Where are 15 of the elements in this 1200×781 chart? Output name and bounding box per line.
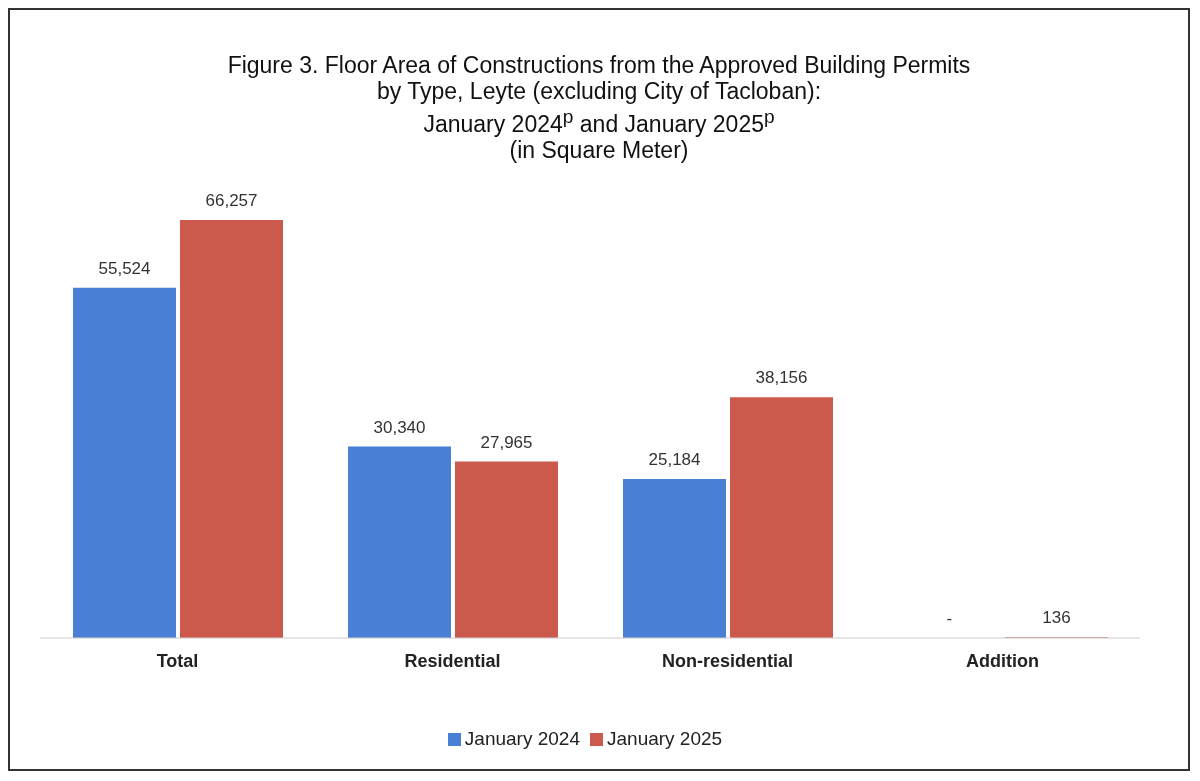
x-tick-label: Addition <box>966 650 1039 671</box>
data-label: 66,257 <box>205 191 258 210</box>
x-tick-label: Residential <box>404 650 501 671</box>
chart-title: Figure 3. Floor Area of Constructions from the Approved Building Permits by Type, Leyte (excluding City of Tacloban): January 2024$^{p}$ and January 2025$^{p}$ (in Square Meter) <box>227 52 971 163</box>
data-label: 55,524 <box>98 258 151 278</box>
legend-label: January 2025 <box>607 728 723 749</box>
data-label: 38,156 <box>755 368 808 388</box>
data-label: 30,340 <box>373 417 426 437</box>
data-label: 27,965 <box>480 432 533 452</box>
data-label: 25,184 <box>648 450 701 470</box>
annotation: - <box>946 609 953 628</box>
x-tick-label: Non-residential <box>661 650 794 671</box>
x-tick-label: Total <box>156 650 199 671</box>
legend-label: January 2024 <box>464 728 580 749</box>
data-label: 136 <box>1042 608 1071 628</box>
